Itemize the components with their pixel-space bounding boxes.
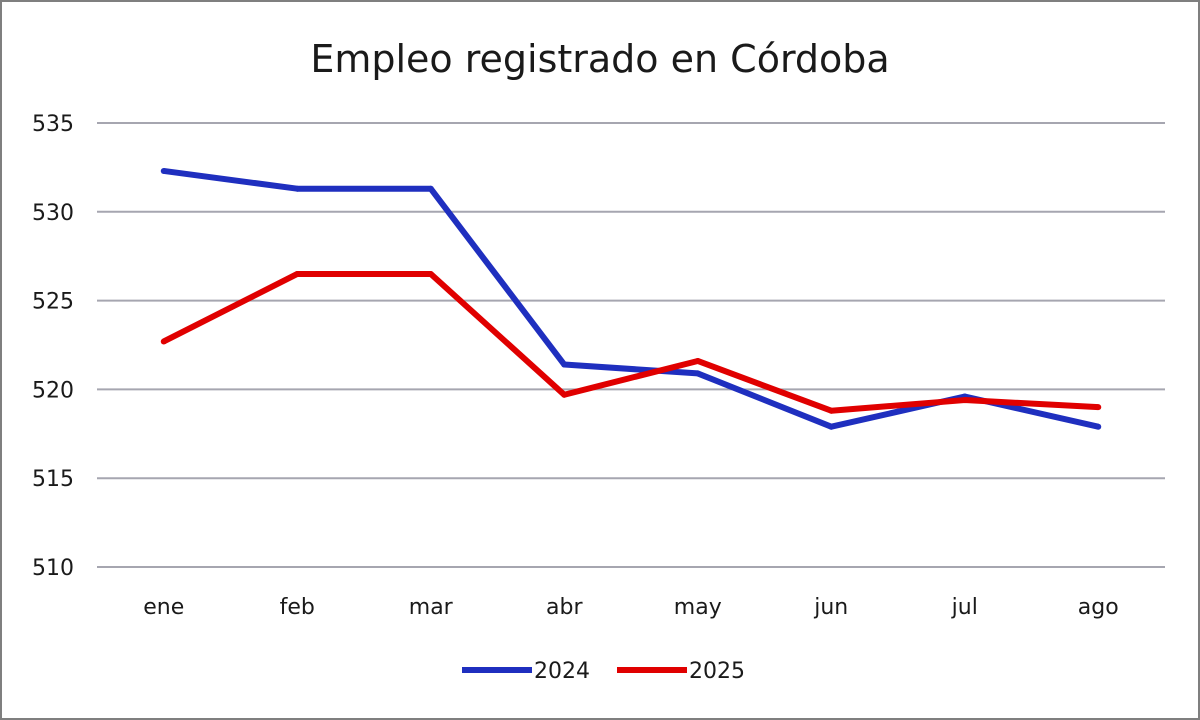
data-point-2024-mar bbox=[427, 185, 434, 192]
data-point-2025-jul bbox=[961, 397, 968, 404]
series-lines bbox=[160, 167, 1102, 430]
x-tick-label: jul bbox=[951, 595, 978, 620]
x-tick-label: may bbox=[674, 595, 722, 620]
data-point-2025-feb bbox=[294, 270, 301, 277]
data-point-2024-ago bbox=[1095, 423, 1102, 430]
data-point-2024-jun bbox=[828, 423, 835, 430]
series-line-2024 bbox=[163, 167, 1099, 430]
x-tick-label: ago bbox=[1078, 595, 1119, 620]
legend-label-2025: 2025 bbox=[689, 659, 745, 684]
data-point-2024-may bbox=[694, 370, 701, 377]
y-tick-label: 525 bbox=[32, 290, 74, 315]
data-point-2025-ene bbox=[160, 338, 167, 345]
x-tick-label: mar bbox=[409, 595, 454, 620]
y-tick-label: 520 bbox=[32, 378, 74, 403]
data-point-2025-abr bbox=[561, 391, 568, 398]
data-point-2025-mar bbox=[427, 270, 434, 277]
x-tick-label: ene bbox=[143, 595, 184, 620]
data-point-2025-jun bbox=[828, 407, 835, 414]
data-point-2025-ago bbox=[1095, 404, 1102, 411]
data-point-2024-abr bbox=[561, 361, 568, 368]
data-point-2025-may bbox=[694, 357, 701, 364]
series-line-2025 bbox=[162, 270, 1099, 414]
y-tick-label: 535 bbox=[32, 112, 74, 137]
x-tick-label: abr bbox=[546, 595, 583, 620]
data-point-2024-feb bbox=[294, 185, 301, 192]
y-tick-label: 510 bbox=[32, 556, 74, 581]
gridlines bbox=[97, 122, 1165, 568]
x-tick-label: feb bbox=[280, 595, 315, 620]
x-axis-tick-labels: ene feb mar abr may jun jul ago bbox=[143, 595, 1118, 620]
chart-title: Empleo registrado en Córdoba bbox=[310, 37, 889, 81]
legend: 2024 2025 bbox=[462, 659, 745, 684]
x-tick-label: jun bbox=[813, 595, 848, 620]
data-point-2024-ene bbox=[160, 167, 167, 174]
legend-label-2024: 2024 bbox=[534, 659, 590, 684]
y-tick-label: 515 bbox=[32, 467, 74, 492]
y-axis-tick-labels: 535 530 525 520 515 510 bbox=[32, 112, 74, 581]
y-tick-label: 530 bbox=[32, 201, 74, 226]
